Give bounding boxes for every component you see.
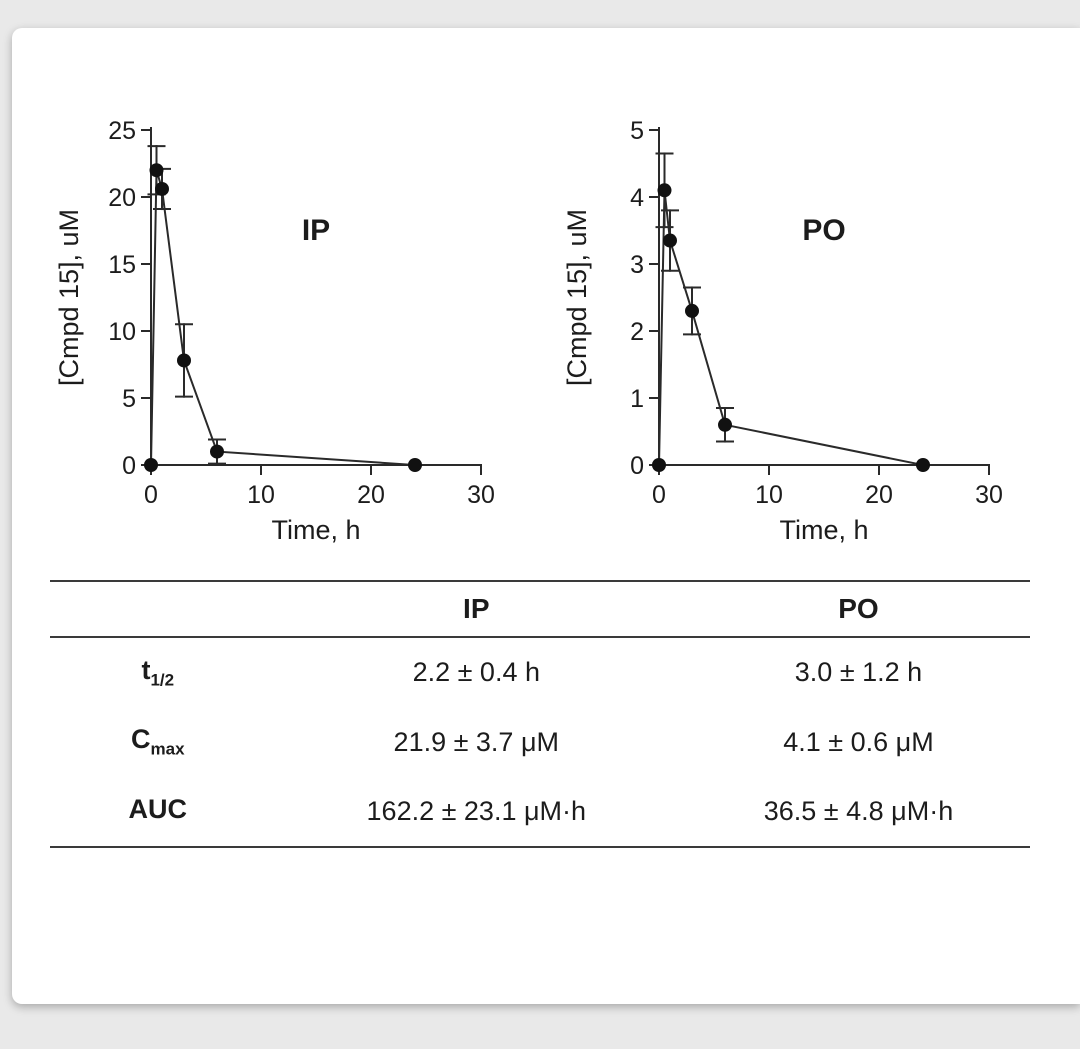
svg-text:5: 5	[122, 385, 136, 413]
svg-text:10: 10	[108, 318, 136, 346]
svg-text:[Cmpd 15], uM: [Cmpd 15], uM	[54, 209, 84, 386]
ip-chart: 0 10 20 30 0 5 10 15 20 25 Time, h [Cmpd 15], uM IP	[46, 100, 506, 550]
ip-chart-canvas: 0 10 20 30 0 5 10 15 20 25 Time, h [Cmpd 15], uM IP	[54, 117, 495, 545]
row-label-auc: AUC	[128, 793, 188, 824]
auc-po-value: 36.5 ± 4.8 μM·h	[763, 795, 954, 826]
svg-text:1: 1	[630, 385, 644, 413]
svg-text:0: 0	[630, 452, 644, 480]
svg-text:20: 20	[865, 481, 893, 509]
table-row-cmax: Cmax 21.9 ± 3.7 μM 4.1 ± 0.6 μM	[50, 707, 1030, 776]
svg-text:0: 0	[652, 481, 666, 509]
svg-text:10: 10	[755, 481, 783, 509]
row-label-thalf: t1/2	[141, 655, 175, 690]
svg-text:PO: PO	[802, 214, 845, 247]
po-chart-canvas: 0 10 20 30 0 1 2 3 4 5 Time, h [Cmpd 15], uM PO	[562, 117, 1003, 545]
thalf-po-value: 3.0 ± 1.2 h	[794, 657, 923, 688]
svg-text:Time, h: Time, h	[271, 515, 360, 545]
svg-text:10: 10	[247, 481, 275, 509]
svg-text:30: 30	[975, 481, 1003, 509]
header-ip: IP	[265, 581, 687, 638]
header-empty	[50, 581, 266, 638]
svg-text:5: 5	[630, 117, 644, 145]
cmax-po-value: 4.1 ± 0.6 μM	[783, 726, 934, 757]
svg-text:0: 0	[122, 452, 136, 480]
svg-text:25: 25	[108, 117, 136, 145]
svg-text:[Cmpd 15], uM: [Cmpd 15], uM	[562, 209, 592, 386]
table-header-row: IP PO	[50, 581, 1030, 638]
svg-text:4: 4	[630, 184, 644, 212]
table-row-auc: AUC 162.2 ± 23.1 μM·h 36.5 ± 4.8 μM·h	[50, 777, 1030, 847]
svg-text:0: 0	[144, 481, 158, 509]
header-po: PO	[686, 581, 1030, 638]
svg-text:15: 15	[108, 251, 136, 279]
figure-card: 0 10 20 30 0 5 10 15 20 25 Time, h [Cmpd 15], uM IP …	[12, 28, 1080, 1004]
svg-text:IP: IP	[302, 214, 330, 247]
thalf-ip-value: 2.2 ± 0.4 h	[412, 657, 540, 688]
svg-text:3: 3	[630, 251, 644, 279]
auc-ip-value: 162.2 ± 23.1 μM·h	[366, 795, 587, 826]
pk-table: IP PO t1/2 2.2 ± 0.4 h 3.0 ± 1.2 h Cmax …	[50, 580, 1030, 849]
row-label-cmax: Cmax	[131, 724, 185, 759]
svg-text:30: 30	[467, 481, 495, 509]
table-row-thalf: t1/2 2.2 ± 0.4 h 3.0 ± 1.2 h	[50, 637, 1030, 707]
svg-text:20: 20	[108, 184, 136, 212]
svg-text:Time, h: Time, h	[779, 515, 868, 545]
cmax-ip-value: 21.9 ± 3.7 μM	[393, 726, 560, 757]
svg-text:20: 20	[357, 481, 385, 509]
charts-row: 0 10 20 30 0 5 10 15 20 25 Time, h [Cmpd 15], uM IP …	[12, 28, 1080, 550]
svg-text:2: 2	[630, 318, 644, 346]
po-chart: 0 10 20 30 0 1 2 3 4 5 Time, h [Cmpd 15], uM PO	[554, 100, 1014, 550]
